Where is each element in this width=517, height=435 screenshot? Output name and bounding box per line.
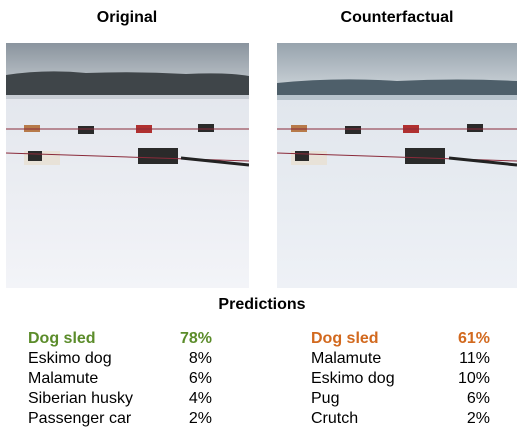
class-label: Eskimo dog (311, 370, 395, 388)
prediction-row: Crutch 2% (311, 410, 490, 428)
class-score: 11% (459, 350, 490, 368)
image-title: Original (27, 9, 227, 27)
prediction-row: Eskimo dog 8% (28, 350, 212, 368)
class-score: 8% (189, 350, 212, 368)
prediction-row: Dog sled 78% (28, 330, 212, 348)
class-score: 4% (189, 390, 212, 408)
class-label: Siberian husky (28, 390, 133, 408)
class-score: 6% (467, 390, 490, 408)
class-label: Pug (311, 390, 339, 408)
counterfactual-image (277, 43, 517, 288)
prediction-row: Siberian husky 4% (28, 390, 212, 408)
predictions-title: Predictions (162, 296, 362, 314)
prediction-row: Dog sled 61% (311, 330, 490, 348)
class-score: 61% (458, 330, 490, 348)
prediction-row: Eskimo dog 10% (311, 370, 490, 388)
prediction-row: Pug 6% (311, 390, 490, 408)
class-label: Eskimo dog (28, 350, 112, 368)
class-label: Dog sled (311, 330, 379, 348)
original-image (6, 43, 249, 288)
prediction-row: Malamute 11% (311, 350, 490, 368)
class-score: 10% (458, 370, 490, 388)
class-score: 2% (467, 410, 490, 428)
prediction-row: Malamute 6% (28, 370, 212, 388)
class-score: 6% (189, 370, 212, 388)
class-label: Malamute (311, 350, 381, 368)
prediction-row: Passenger car 2% (28, 410, 212, 428)
class-score: 2% (189, 410, 212, 428)
figure: Original Counterfactual (0, 0, 517, 435)
image-title: Counterfactual (297, 9, 497, 27)
class-label: Malamute (28, 370, 98, 388)
class-label: Crutch (311, 410, 358, 428)
class-label: Passenger car (28, 410, 131, 428)
class-score: 78% (180, 330, 212, 348)
class-label: Dog sled (28, 330, 96, 348)
